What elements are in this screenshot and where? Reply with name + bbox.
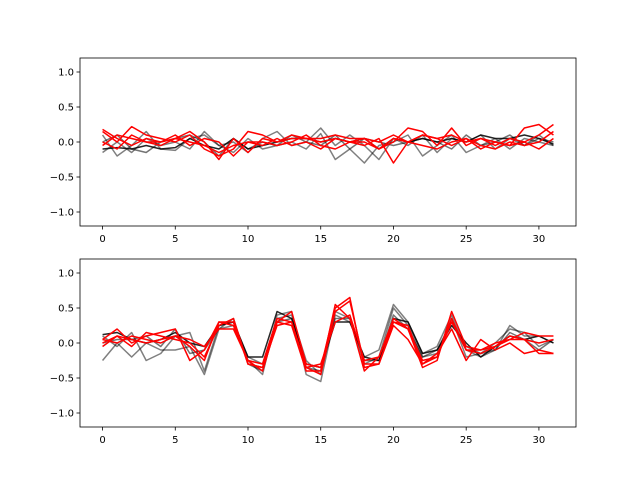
x-tick-label: 15 <box>314 435 327 446</box>
x-tick-label: 10 <box>242 435 255 446</box>
series-line-5 <box>102 123 554 157</box>
series-group <box>101 123 554 164</box>
series-line-0 <box>101 303 554 383</box>
x-tick-label: 5 <box>172 234 178 245</box>
x-tick-label: 0 <box>99 234 105 245</box>
x-tick-label: 25 <box>460 234 473 245</box>
y-tick-label: −1.0 <box>50 409 74 420</box>
x-tick-label: 25 <box>460 435 473 446</box>
bottom-subplot: 0 5 10 15 20 25 30 −1.0 −0.5 0.0 0.5 1.0 <box>50 258 577 446</box>
x-tick-label: 30 <box>533 234 546 245</box>
series-group <box>101 296 554 383</box>
series-line-6 <box>102 314 554 369</box>
y-tick-label: 0.5 <box>58 103 74 114</box>
top-subplot: 0 5 10 15 20 25 30 −1.0 −0.5 0.0 0.5 1.0 <box>50 57 577 245</box>
x-tick-label: 0 <box>99 435 105 446</box>
y-tick-label: 0.5 <box>58 304 74 315</box>
y-tick-label: −0.5 <box>50 173 74 184</box>
series-line-7 <box>102 296 554 369</box>
x-tick-label: 20 <box>387 234 400 245</box>
y-tick-label: 0.0 <box>58 138 74 149</box>
x-tick-label: 20 <box>387 435 400 446</box>
x-tick-label: 30 <box>533 435 546 446</box>
y-tick-label: −1.0 <box>50 208 74 219</box>
y-tick-label: 1.0 <box>58 269 74 280</box>
y-tick-label: −0.5 <box>50 374 74 385</box>
x-tick-label: 10 <box>242 234 255 245</box>
x-tick-label: 15 <box>314 234 327 245</box>
y-tick-label: 0.0 <box>58 339 74 350</box>
series-line-7 <box>102 130 554 164</box>
y-tick-label: 1.0 <box>58 68 74 79</box>
x-tick-label: 5 <box>172 435 178 446</box>
series-line-6 <box>102 134 554 154</box>
